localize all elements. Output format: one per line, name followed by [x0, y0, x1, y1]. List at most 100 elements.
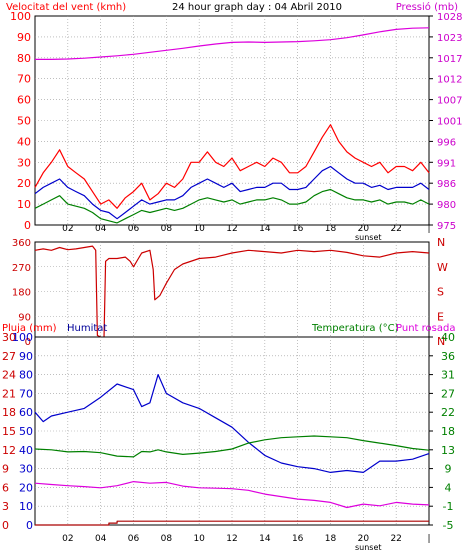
direction-degree-label: 0: [25, 337, 31, 348]
wind-speed-tick-label: 70: [17, 73, 31, 86]
humidity-temp-series: [34, 374, 430, 526]
rain-ticks: 0 3 6 9 12 15 18 21 24 27 30: [2, 331, 16, 532]
time-tick-label-bottom: 12: [226, 534, 237, 544]
dew-point-line: [34, 481, 430, 509]
humidity-tick-label: 10: [19, 500, 33, 513]
direction-degree-label: 360: [12, 238, 31, 249]
time-tick-label-bottom: 04: [95, 534, 107, 544]
rain-axis-label: Pluja (mm): [2, 323, 57, 334]
time-tick-label: 10: [193, 224, 205, 234]
humidity-tick-label: 20: [19, 481, 33, 494]
pressure-tick-label: 991: [437, 158, 456, 169]
graph-title: 24 hour graph day : 04 Abril 2010: [172, 2, 342, 13]
rain-tick-label: 6: [2, 481, 9, 494]
compass-direction-label: W: [437, 261, 448, 274]
humidity-tick-label: 70: [19, 387, 33, 400]
compass-direction-label: S: [437, 286, 444, 299]
wind-speed-tick-label: 100: [10, 10, 31, 23]
wind-speed-tick-label: 50: [17, 115, 31, 128]
wind-speed-tick-label: 30: [17, 156, 31, 169]
wind-direction-series: [34, 245, 430, 339]
sunset-label-bottom: sunset: [355, 543, 382, 552]
rain-tick-label: 9: [2, 463, 9, 476]
humidity-tick-label: 80: [19, 369, 33, 382]
temperature-tick-label: 22: [441, 406, 455, 419]
wind-speed-tick-label: 80: [17, 52, 31, 65]
time-tick-label: 08: [161, 224, 173, 234]
compass-direction-label: E: [437, 310, 444, 323]
time-tick-label-bottom: 10: [193, 534, 205, 544]
wind-direction-line: [34, 245, 430, 339]
time-tick-label: 18: [325, 224, 337, 234]
time-tick-label: 16: [292, 224, 304, 234]
wind-direction-plot-area: [34, 241, 430, 342]
wind-speed-tick-label: 90: [17, 31, 31, 44]
wind-minimum-line: [34, 188, 430, 224]
rain-tick-label: 30: [2, 331, 16, 344]
humidity-line: [34, 374, 430, 473]
sunset-label: sunset: [355, 233, 382, 242]
humidity-temp-grid: [35, 337, 429, 525]
rain-tick-label: 18: [2, 406, 16, 419]
rain-tick-label: 27: [2, 350, 16, 363]
time-tick-label-bottom: 20: [358, 534, 370, 544]
time-tick-label: 06: [128, 224, 140, 234]
time-tick-label-bottom: 22: [390, 534, 401, 544]
compass-direction-label: N: [437, 236, 445, 249]
temperature-tick-label: 18: [441, 425, 455, 438]
time-tick-label: |: [427, 224, 430, 234]
rain-line: [35, 520, 429, 526]
time-tick-label-bottom: |: [427, 534, 430, 544]
wind-speed-tick-label: 0: [24, 219, 31, 232]
pressure-tick-label: 980: [437, 200, 456, 211]
time-tick-label: 12: [226, 224, 237, 234]
time-tick-label-bottom: 02: [62, 534, 73, 544]
pressure-ticks: 975 980 986 991 996 1001 1007 1012 1017 1023 1028: [429, 12, 462, 232]
time-tick-label-bottom: 14: [259, 534, 271, 544]
rain-tick-label: 0: [2, 519, 9, 532]
temperature-label: Temperatura (°C): [311, 323, 399, 334]
pressure-tick-label: 1023: [437, 33, 462, 44]
humidity-tick-label: 50: [19, 425, 33, 438]
time-axis-ticks: 02 04 06 08 10 12 14 16 18 20 22 |: [62, 224, 430, 234]
temperature-tick-label: -5: [443, 519, 454, 532]
wind-direction-degree-ticks: 0 90 180 270 360: [12, 238, 31, 348]
pressure-tick-label: 1028: [437, 12, 462, 23]
pressure-tick-label: 1007: [437, 96, 462, 107]
rain-tick-label: 15: [2, 425, 16, 438]
rain-tick-label: 24: [2, 369, 16, 382]
rain-tick-label: 21: [2, 387, 16, 400]
time-axis-ticks-bottom: 02 04 06 08 10 12 14 16 18 20 22 |: [62, 534, 430, 544]
temperature-tick-label: 9: [445, 463, 452, 476]
humidity-tick-label: 0: [26, 519, 33, 532]
temperature-tick-label: 31: [441, 369, 455, 382]
compass-direction-label: N: [437, 335, 445, 348]
pressure-tick-label: 1017: [437, 54, 462, 65]
pressure-tick-label: 1012: [437, 75, 462, 86]
temperature-ticks: -5 -1 4 9 13 18 22 27 31 36 40: [429, 331, 455, 532]
wind-speed-tick-label: 60: [17, 94, 31, 107]
wind-axis-label: Velocitat del vent (kmh): [6, 2, 126, 13]
pressure-tick-label: 996: [437, 137, 456, 148]
time-tick-label-bottom: 08: [161, 534, 173, 544]
time-tick-label: 20: [358, 224, 370, 234]
direction-degree-label: 180: [12, 288, 31, 299]
time-tick-label-bottom: 06: [128, 534, 140, 544]
pressure-tick-label: 986: [437, 179, 456, 190]
pressure-tick-label: 975: [437, 221, 456, 232]
wind-speed-tick-label: 20: [17, 177, 31, 190]
pressure-axis-label: Pressió (mb): [396, 1, 458, 13]
wind-pressure-series: [34, 27, 430, 224]
temperature-line: [34, 435, 430, 458]
wind-speed-tick-label: 40: [17, 135, 31, 148]
time-tick-label-bottom: 16: [292, 534, 304, 544]
wind-speed-tick-label: 10: [17, 198, 31, 211]
humidity-label: Humitat: [67, 323, 107, 334]
time-tick-label: 14: [259, 224, 271, 234]
direction-degree-label: 270: [12, 263, 31, 274]
pressure-line: [35, 27, 430, 61]
wind-speed-ticks: 0 10 20 30 40 50 60 70 80 90 100: [10, 10, 31, 232]
rain-tick-label: 12: [2, 444, 16, 457]
wind-average-line: [34, 165, 430, 220]
